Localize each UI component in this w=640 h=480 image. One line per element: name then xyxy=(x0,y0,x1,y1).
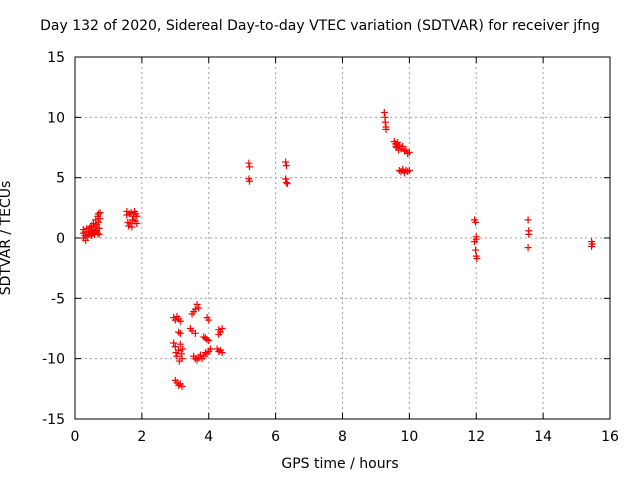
data-point xyxy=(282,158,290,166)
x-axis-label: GPS time / hours xyxy=(281,456,399,472)
axis-ticks: 0 2 4 6 8 10 12 14 16 -15 -10 -5 0 5 10 15 xyxy=(42,50,619,445)
data-point xyxy=(171,316,179,324)
grid-lines xyxy=(75,57,610,419)
data-point xyxy=(191,355,199,363)
data-point xyxy=(82,236,90,244)
data-point xyxy=(283,180,291,188)
data-point xyxy=(405,166,413,174)
data-point xyxy=(175,346,183,354)
data-point xyxy=(215,347,223,355)
data-point xyxy=(392,142,400,150)
data-point xyxy=(201,349,209,357)
x-tick-label: 16 xyxy=(601,429,619,445)
data-point xyxy=(126,220,134,228)
data-point xyxy=(193,300,201,308)
data-point xyxy=(177,350,185,358)
data-point xyxy=(471,238,479,246)
data-point xyxy=(380,109,388,117)
data-point xyxy=(203,335,211,343)
data-point xyxy=(95,224,103,232)
data-point xyxy=(399,165,407,173)
data-point xyxy=(96,215,104,223)
data-point xyxy=(404,168,412,176)
data-point xyxy=(282,175,290,183)
data-point xyxy=(128,223,136,231)
data-point xyxy=(176,317,184,325)
data-point xyxy=(218,349,226,357)
data-point xyxy=(588,242,596,250)
data-point xyxy=(173,352,181,360)
data-point xyxy=(96,209,104,217)
data-point xyxy=(215,331,223,339)
data-point xyxy=(382,125,390,133)
data-point xyxy=(282,162,290,170)
y-tick-label: -15 xyxy=(42,412,65,428)
data-point xyxy=(127,209,135,217)
data-point xyxy=(206,345,214,353)
data-points xyxy=(79,109,596,390)
data-point xyxy=(282,178,290,186)
data-point xyxy=(395,141,403,149)
data-point xyxy=(179,345,187,353)
data-point xyxy=(218,325,226,332)
data-point xyxy=(133,212,141,220)
data-point xyxy=(175,328,183,336)
data-point xyxy=(170,339,178,347)
data-point xyxy=(178,382,186,390)
data-point xyxy=(89,220,97,228)
data-point xyxy=(246,177,254,185)
data-point xyxy=(133,220,141,228)
x-tick-label: 14 xyxy=(534,429,552,445)
data-point xyxy=(381,118,389,126)
data-point xyxy=(473,255,481,263)
data-point xyxy=(524,216,532,224)
data-point xyxy=(175,381,183,389)
data-point xyxy=(405,148,413,156)
data-point xyxy=(95,230,103,238)
chart-title: Day 132 of 2020, Sidereal Day-to-day VTE… xyxy=(40,18,600,34)
data-point xyxy=(395,166,403,174)
y-tick-label: 15 xyxy=(47,50,65,66)
data-point xyxy=(472,218,480,226)
y-tick-label: -5 xyxy=(51,291,65,307)
data-point xyxy=(205,316,213,324)
data-point xyxy=(176,340,184,348)
data-point xyxy=(176,329,184,337)
data-point xyxy=(191,305,199,313)
data-point xyxy=(196,351,204,359)
x-tick-label: 6 xyxy=(271,429,280,445)
y-tick-label: 10 xyxy=(47,110,65,126)
data-point xyxy=(245,159,253,167)
data-point xyxy=(94,210,102,218)
x-tick-label: 4 xyxy=(204,429,213,445)
data-point xyxy=(399,142,407,150)
x-tick-label: 12 xyxy=(467,429,485,445)
y-tick-label: 0 xyxy=(56,231,65,247)
data-point xyxy=(191,329,199,337)
y-tick-label: 5 xyxy=(56,171,65,187)
x-tick-label: 2 xyxy=(137,429,146,445)
data-point xyxy=(94,229,102,237)
data-point xyxy=(205,337,213,345)
data-point xyxy=(171,343,179,351)
data-point xyxy=(178,355,186,363)
data-point xyxy=(472,246,480,254)
data-point xyxy=(525,230,533,238)
data-point xyxy=(524,244,532,252)
x-tick-label: 0 xyxy=(71,429,80,445)
data-point xyxy=(94,218,102,226)
y-axis-label: SDTVAR / TECUs xyxy=(0,180,14,296)
data-point xyxy=(404,150,412,158)
x-tick-label: 10 xyxy=(400,429,418,445)
data-point xyxy=(246,163,254,171)
data-point xyxy=(195,304,203,312)
data-point xyxy=(83,224,91,232)
y-tick-label: -10 xyxy=(42,352,65,368)
x-tick-label: 8 xyxy=(338,429,347,445)
